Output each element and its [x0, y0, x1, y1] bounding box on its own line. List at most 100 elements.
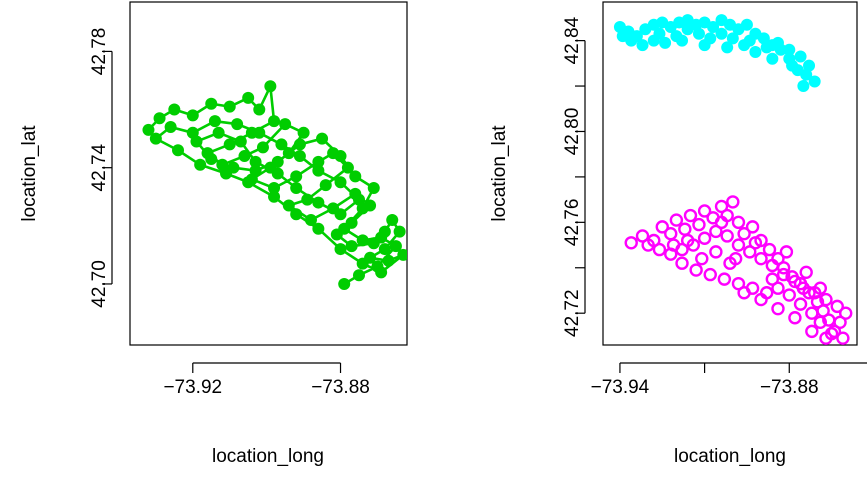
data-point	[234, 135, 247, 148]
data-point	[717, 272, 732, 286]
data-point	[655, 220, 669, 234]
data-point	[356, 234, 369, 247]
data-point	[282, 199, 295, 212]
data-point	[715, 27, 728, 40]
data-point	[304, 214, 317, 227]
x-axis-title: location_long	[674, 446, 786, 467]
data-point	[375, 231, 388, 244]
data-point	[290, 208, 303, 221]
data-point	[641, 238, 655, 252]
data-point	[223, 100, 236, 113]
data-point	[709, 245, 723, 259]
y-tick-label: 42.84	[562, 16, 583, 64]
data-layer	[142, 80, 407, 290]
data-point	[813, 315, 828, 329]
data-point	[282, 147, 295, 160]
data-point	[728, 251, 743, 266]
data-point	[794, 50, 807, 63]
data-point	[819, 331, 833, 345]
data-point	[312, 164, 325, 177]
data-point	[721, 41, 734, 54]
data-point	[149, 132, 162, 145]
data-point	[681, 23, 694, 36]
data-point	[142, 123, 155, 136]
data-point	[242, 91, 255, 104]
data-point	[766, 52, 779, 65]
data-point	[205, 97, 218, 110]
data-point	[757, 32, 770, 45]
data-point	[319, 179, 332, 192]
data-point	[697, 204, 712, 218]
data-point	[788, 274, 802, 289]
data-point	[819, 292, 833, 307]
data-point	[334, 208, 347, 221]
data-point	[249, 155, 262, 168]
data-point	[830, 299, 844, 314]
data-point	[624, 236, 638, 250]
data-point	[659, 36, 672, 49]
data-point	[168, 103, 181, 116]
data-point	[356, 257, 369, 270]
x-tick-label: −73.92	[163, 377, 222, 398]
data-point	[231, 118, 244, 131]
data-point	[782, 288, 796, 302]
data-point	[726, 32, 739, 45]
data-point	[249, 164, 262, 177]
data-point	[805, 324, 819, 339]
data-point	[793, 297, 808, 311]
data-point	[367, 182, 380, 195]
data-point	[349, 170, 362, 183]
data-point	[238, 150, 251, 163]
data-point	[692, 27, 705, 40]
data-point	[771, 36, 784, 49]
data-point	[797, 80, 810, 93]
data-point	[707, 20, 720, 33]
data-point	[268, 182, 281, 195]
data-point	[316, 132, 329, 145]
data-point	[616, 30, 629, 43]
data-point	[164, 120, 177, 133]
series-1	[142, 80, 407, 290]
data-point	[678, 222, 692, 236]
data-point	[803, 59, 816, 72]
plot-frame	[129, 1, 408, 346]
data-point	[754, 251, 768, 266]
data-point	[297, 126, 310, 139]
data-point	[714, 215, 729, 230]
data-point	[664, 226, 678, 241]
data-point	[636, 39, 649, 52]
data-point	[692, 217, 706, 232]
data-point	[697, 231, 712, 245]
data-layer	[613, 14, 853, 345]
y-tick-label: 42.70	[89, 260, 110, 308]
data-point	[799, 265, 813, 280]
data-point	[676, 34, 689, 47]
data-point	[334, 176, 347, 189]
data-point	[800, 68, 813, 81]
y-axis-title: location_lat	[19, 125, 40, 222]
y-tick-label: 42.74	[89, 143, 110, 191]
data-point	[253, 103, 266, 116]
data-point	[334, 243, 347, 256]
data-point	[836, 331, 850, 345]
data-point	[731, 215, 746, 230]
data-point	[745, 220, 760, 234]
y-tick-label: 42.78	[89, 28, 110, 76]
x-axis-title: location_long	[212, 446, 324, 467]
data-point	[268, 190, 281, 203]
data-point	[378, 243, 391, 256]
data-point	[371, 260, 384, 273]
data-point	[737, 286, 751, 300]
y-tick-label: 42.80	[562, 108, 583, 156]
data-point	[771, 301, 785, 316]
data-point	[194, 158, 207, 171]
data-point	[264, 80, 277, 93]
x-tick-label: −73.88	[760, 377, 819, 398]
data-point	[279, 118, 292, 131]
data-point	[786, 59, 799, 72]
data-point	[153, 112, 166, 125]
data-point	[389, 240, 402, 253]
data-point	[652, 242, 667, 257]
data-point	[190, 135, 203, 148]
data-point	[796, 281, 811, 295]
